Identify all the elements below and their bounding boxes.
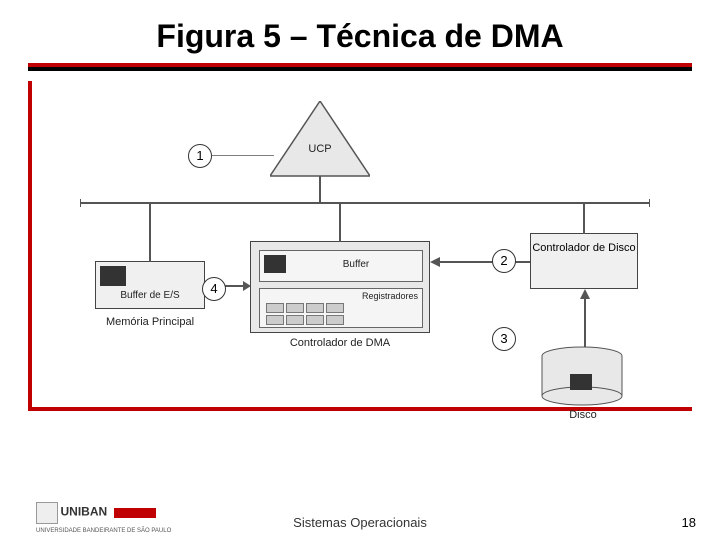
ctrl-disco-box: Controlador de Disco [530, 233, 638, 289]
arrow-step3 [578, 289, 592, 347]
disco-cylinder [540, 346, 624, 406]
title-underline-black [28, 67, 692, 71]
ucp-label: UCP [304, 143, 336, 155]
dma-diagram: UCP Buffer de E/S Memória Principal Buff… [40, 81, 680, 441]
page-number: 18 [682, 515, 696, 530]
dma-box: Buffer Registradores [250, 241, 430, 333]
dma-buffer-label: Buffer [343, 251, 370, 270]
buffer-es-connector [148, 202, 152, 262]
diagram-container: UCP Buffer de E/S Memória Principal Buff… [28, 81, 692, 451]
memoria-label: Memória Principal [105, 316, 195, 328]
step-1: 1 [188, 144, 212, 168]
step-4: 4 [202, 277, 226, 301]
dma-label: Controlador de DMA [280, 337, 400, 349]
step-2: 2 [492, 249, 516, 273]
disco-label: Disco [558, 409, 608, 421]
page-title: Figura 5 – Técnica de DMA [0, 0, 720, 63]
dma-connector [338, 202, 342, 242]
bus-line [80, 199, 650, 207]
dma-regs-label: Registradores [362, 291, 418, 301]
ctrl-disco-label: Controlador de Disco [532, 242, 635, 254]
ctrl-disco-connector [582, 202, 586, 234]
ucp-triangle [270, 101, 370, 181]
step-3: 3 [492, 327, 516, 351]
buffer-es-box: Buffer de E/S [95, 261, 205, 309]
step1-line [212, 155, 274, 205]
buffer-es-label: Buffer de E/S [96, 290, 204, 301]
ucp-connector [318, 176, 322, 202]
footer-text: Sistemas Operacionais [0, 515, 720, 530]
